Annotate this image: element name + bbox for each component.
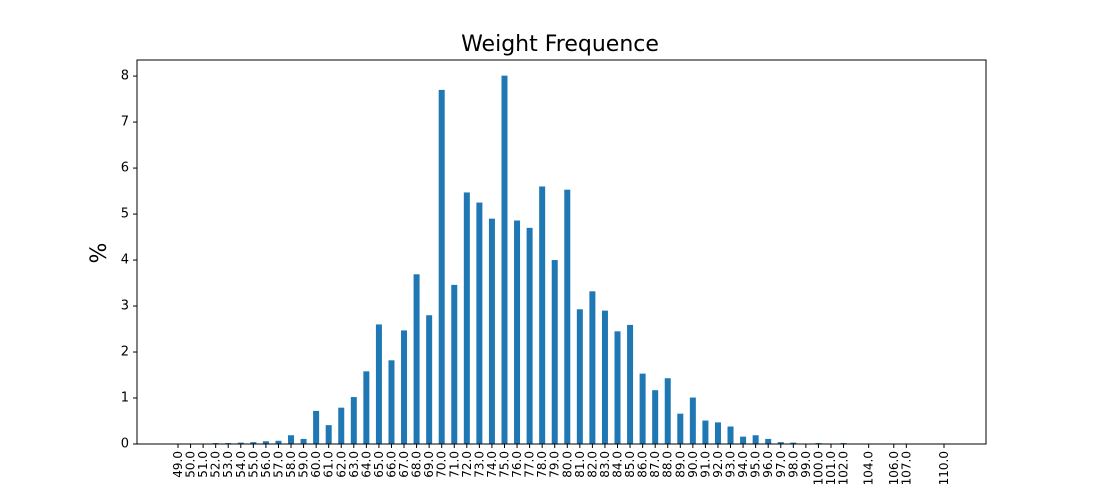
bar-83.0 (602, 311, 608, 444)
y-tick-label: 6 (121, 161, 129, 176)
bar-65.0 (376, 324, 382, 444)
bar-58.0 (288, 435, 294, 444)
x-tick-label: 110.0 (937, 451, 951, 485)
bar-93.0 (728, 427, 734, 444)
bar-81.0 (577, 309, 583, 444)
x-tick-label: 102.0 (837, 451, 851, 485)
y-axis: 0 1 2 3 4 5 6 7 8 (121, 69, 137, 452)
x-tick-label: 107.0 (899, 451, 913, 485)
y-tick-label: 4 (121, 253, 129, 268)
bar-91.0 (702, 421, 708, 444)
bar-84.0 (615, 331, 621, 444)
bar-68.0 (414, 274, 420, 444)
y-tick-label: 2 (121, 345, 129, 360)
bar-85.0 (627, 325, 633, 444)
y-axis-label: % (87, 243, 112, 264)
bar-70.0 (439, 90, 445, 444)
bar-86.0 (640, 374, 646, 444)
y-tick-label: 8 (121, 69, 129, 84)
bar-71.0 (451, 285, 457, 444)
y-tick-label: 3 (121, 299, 129, 314)
bar-78.0 (539, 186, 545, 444)
bar-69.0 (426, 315, 432, 444)
bar-75.0 (501, 76, 507, 444)
y-tick-label: 0 (121, 437, 129, 452)
chart-title: Weight Frequence (461, 32, 659, 57)
bar-61.0 (326, 425, 332, 444)
bar-88.0 (665, 378, 671, 444)
bar-64.0 (363, 371, 369, 444)
bar-63.0 (351, 397, 357, 444)
bar-82.0 (589, 291, 595, 444)
bar-80.0 (564, 190, 570, 444)
bar-60.0 (313, 411, 319, 444)
bar-96.0 (765, 439, 771, 444)
bar-77.0 (527, 228, 533, 444)
bar-73.0 (476, 203, 482, 444)
x-axis: 49.050.051.052.053.054.055.056.057.058.0… (171, 444, 951, 485)
bar-87.0 (652, 390, 658, 444)
bar-66.0 (388, 360, 394, 444)
bar-92.0 (715, 422, 721, 444)
y-tick-label: 1 (121, 391, 129, 406)
y-tick-label: 7 (121, 115, 129, 130)
bar-72.0 (464, 192, 470, 444)
bar-90.0 (690, 398, 696, 444)
bar-62.0 (338, 408, 344, 444)
bar-89.0 (677, 414, 683, 444)
bar-95.0 (753, 435, 759, 444)
bar-67.0 (401, 330, 407, 444)
y-tick-label: 5 (121, 207, 129, 222)
plot-frame (137, 60, 986, 444)
bar-59.0 (301, 439, 307, 444)
x-tick-label: 104.0 (862, 451, 876, 485)
bar-94.0 (740, 437, 746, 444)
bar-74.0 (489, 219, 495, 444)
bar-79.0 (552, 260, 558, 444)
bar-76.0 (514, 221, 520, 445)
bars-group (175, 76, 947, 444)
